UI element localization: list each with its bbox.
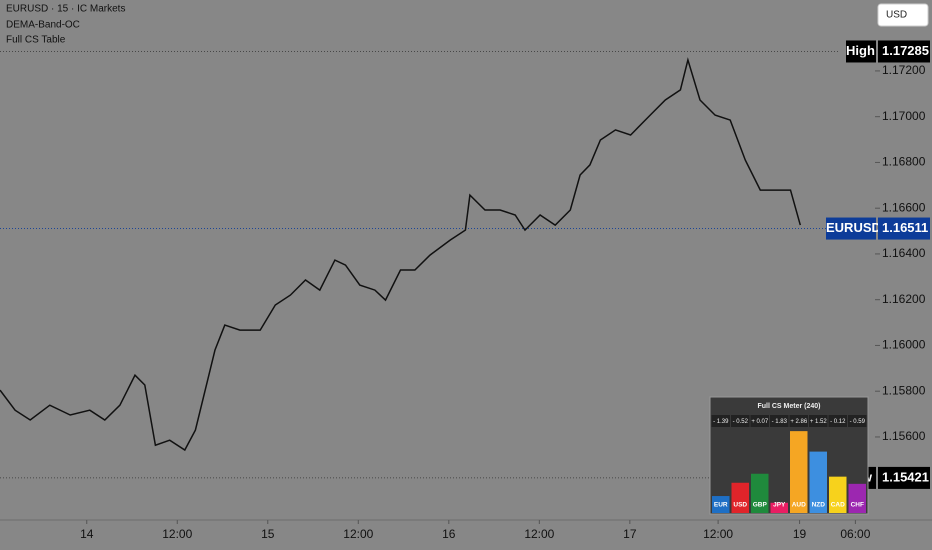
y-tick-label: 1.15600 [882, 429, 926, 443]
currency-label: AUD [792, 502, 806, 509]
high-tag-name: High [846, 43, 875, 58]
currency-label: GBP [753, 502, 768, 509]
value-label: - 1.83 [772, 419, 788, 425]
y-tick-label: 1.17000 [882, 109, 926, 123]
meter-bar [790, 431, 808, 513]
currency-label: CHF [851, 502, 864, 509]
value-cell [731, 415, 750, 427]
y-tick-label: 1.15800 [882, 383, 926, 397]
meter-bar [751, 473, 769, 513]
value-cell [809, 415, 828, 427]
value-label: + 1.52 [810, 419, 828, 425]
meter-bar [731, 482, 749, 513]
meter-bar [809, 451, 827, 513]
value-label: - 0.12 [830, 419, 846, 425]
y-tick-label: 1.17200 [882, 63, 926, 77]
high-tag-bg [878, 40, 930, 63]
y-tick-label: 1.16400 [882, 246, 926, 260]
meter-bar [848, 483, 866, 513]
meter-title: Full CS Meter (240) [757, 403, 820, 410]
value-cell [711, 415, 730, 427]
last-tag-name-bg [826, 217, 876, 240]
y-tick-label: 1.16200 [882, 292, 926, 306]
value-label: + 2.86 [790, 419, 808, 425]
currency-label: JPY [773, 502, 786, 509]
y-tick-label: 1.16800 [882, 155, 926, 169]
x-tick-label: 12:00 [343, 527, 373, 541]
high-tag-value: 1.17285 [882, 43, 929, 58]
currency-label: NZD [812, 502, 826, 509]
high-tag-name-bg [846, 40, 876, 63]
x-tick-label: 19 [793, 527, 807, 541]
currency-label: USD [733, 502, 747, 509]
value-cell [770, 415, 789, 427]
currency-button[interactable] [877, 3, 929, 27]
value-label: - 0.59 [850, 419, 866, 425]
value-cell [848, 415, 867, 427]
currency-label[interactable]: USD [886, 10, 907, 21]
value-cell [789, 415, 808, 427]
low-tag-bg [878, 466, 930, 489]
last-tag-value: 1.16511 [882, 220, 928, 235]
meter-bar [770, 502, 788, 513]
price-line [0, 57, 802, 452]
low-tag-value: 1.15421 [882, 469, 929, 484]
x-tick-label: 12:00 [162, 527, 192, 541]
currency-label: EUR [714, 502, 728, 509]
x-tick-label: 14 [80, 527, 94, 541]
x-tick-label: 06:00 [840, 527, 870, 541]
meter-bar [712, 496, 730, 513]
y-tick-label: 1.16000 [882, 338, 926, 352]
chart-title: EURUSD · 15 · IC Markets [6, 4, 125, 15]
y-tick-label: 1.16600 [882, 200, 926, 214]
value-label: - 1.39 [713, 419, 729, 425]
value-label: + 0.07 [751, 419, 769, 425]
meter-bar [829, 476, 847, 513]
value-label: - 0.52 [733, 419, 749, 425]
x-tick-label: 15 [261, 527, 275, 541]
x-tick-label: 16 [442, 527, 456, 541]
last-tag-name: EURUSD [826, 220, 881, 235]
value-cell [750, 415, 769, 427]
value-cell [828, 415, 847, 427]
indicator: Full CS Table [6, 35, 66, 46]
x-tick-label: 12:00 [703, 527, 733, 541]
last-tag-bg [878, 217, 930, 240]
x-tick-label: 17 [623, 527, 637, 541]
indicator: DEMA-Band-OC [6, 20, 80, 31]
currency-label: CAD [831, 502, 845, 509]
x-tick-label: 12:00 [524, 527, 554, 541]
